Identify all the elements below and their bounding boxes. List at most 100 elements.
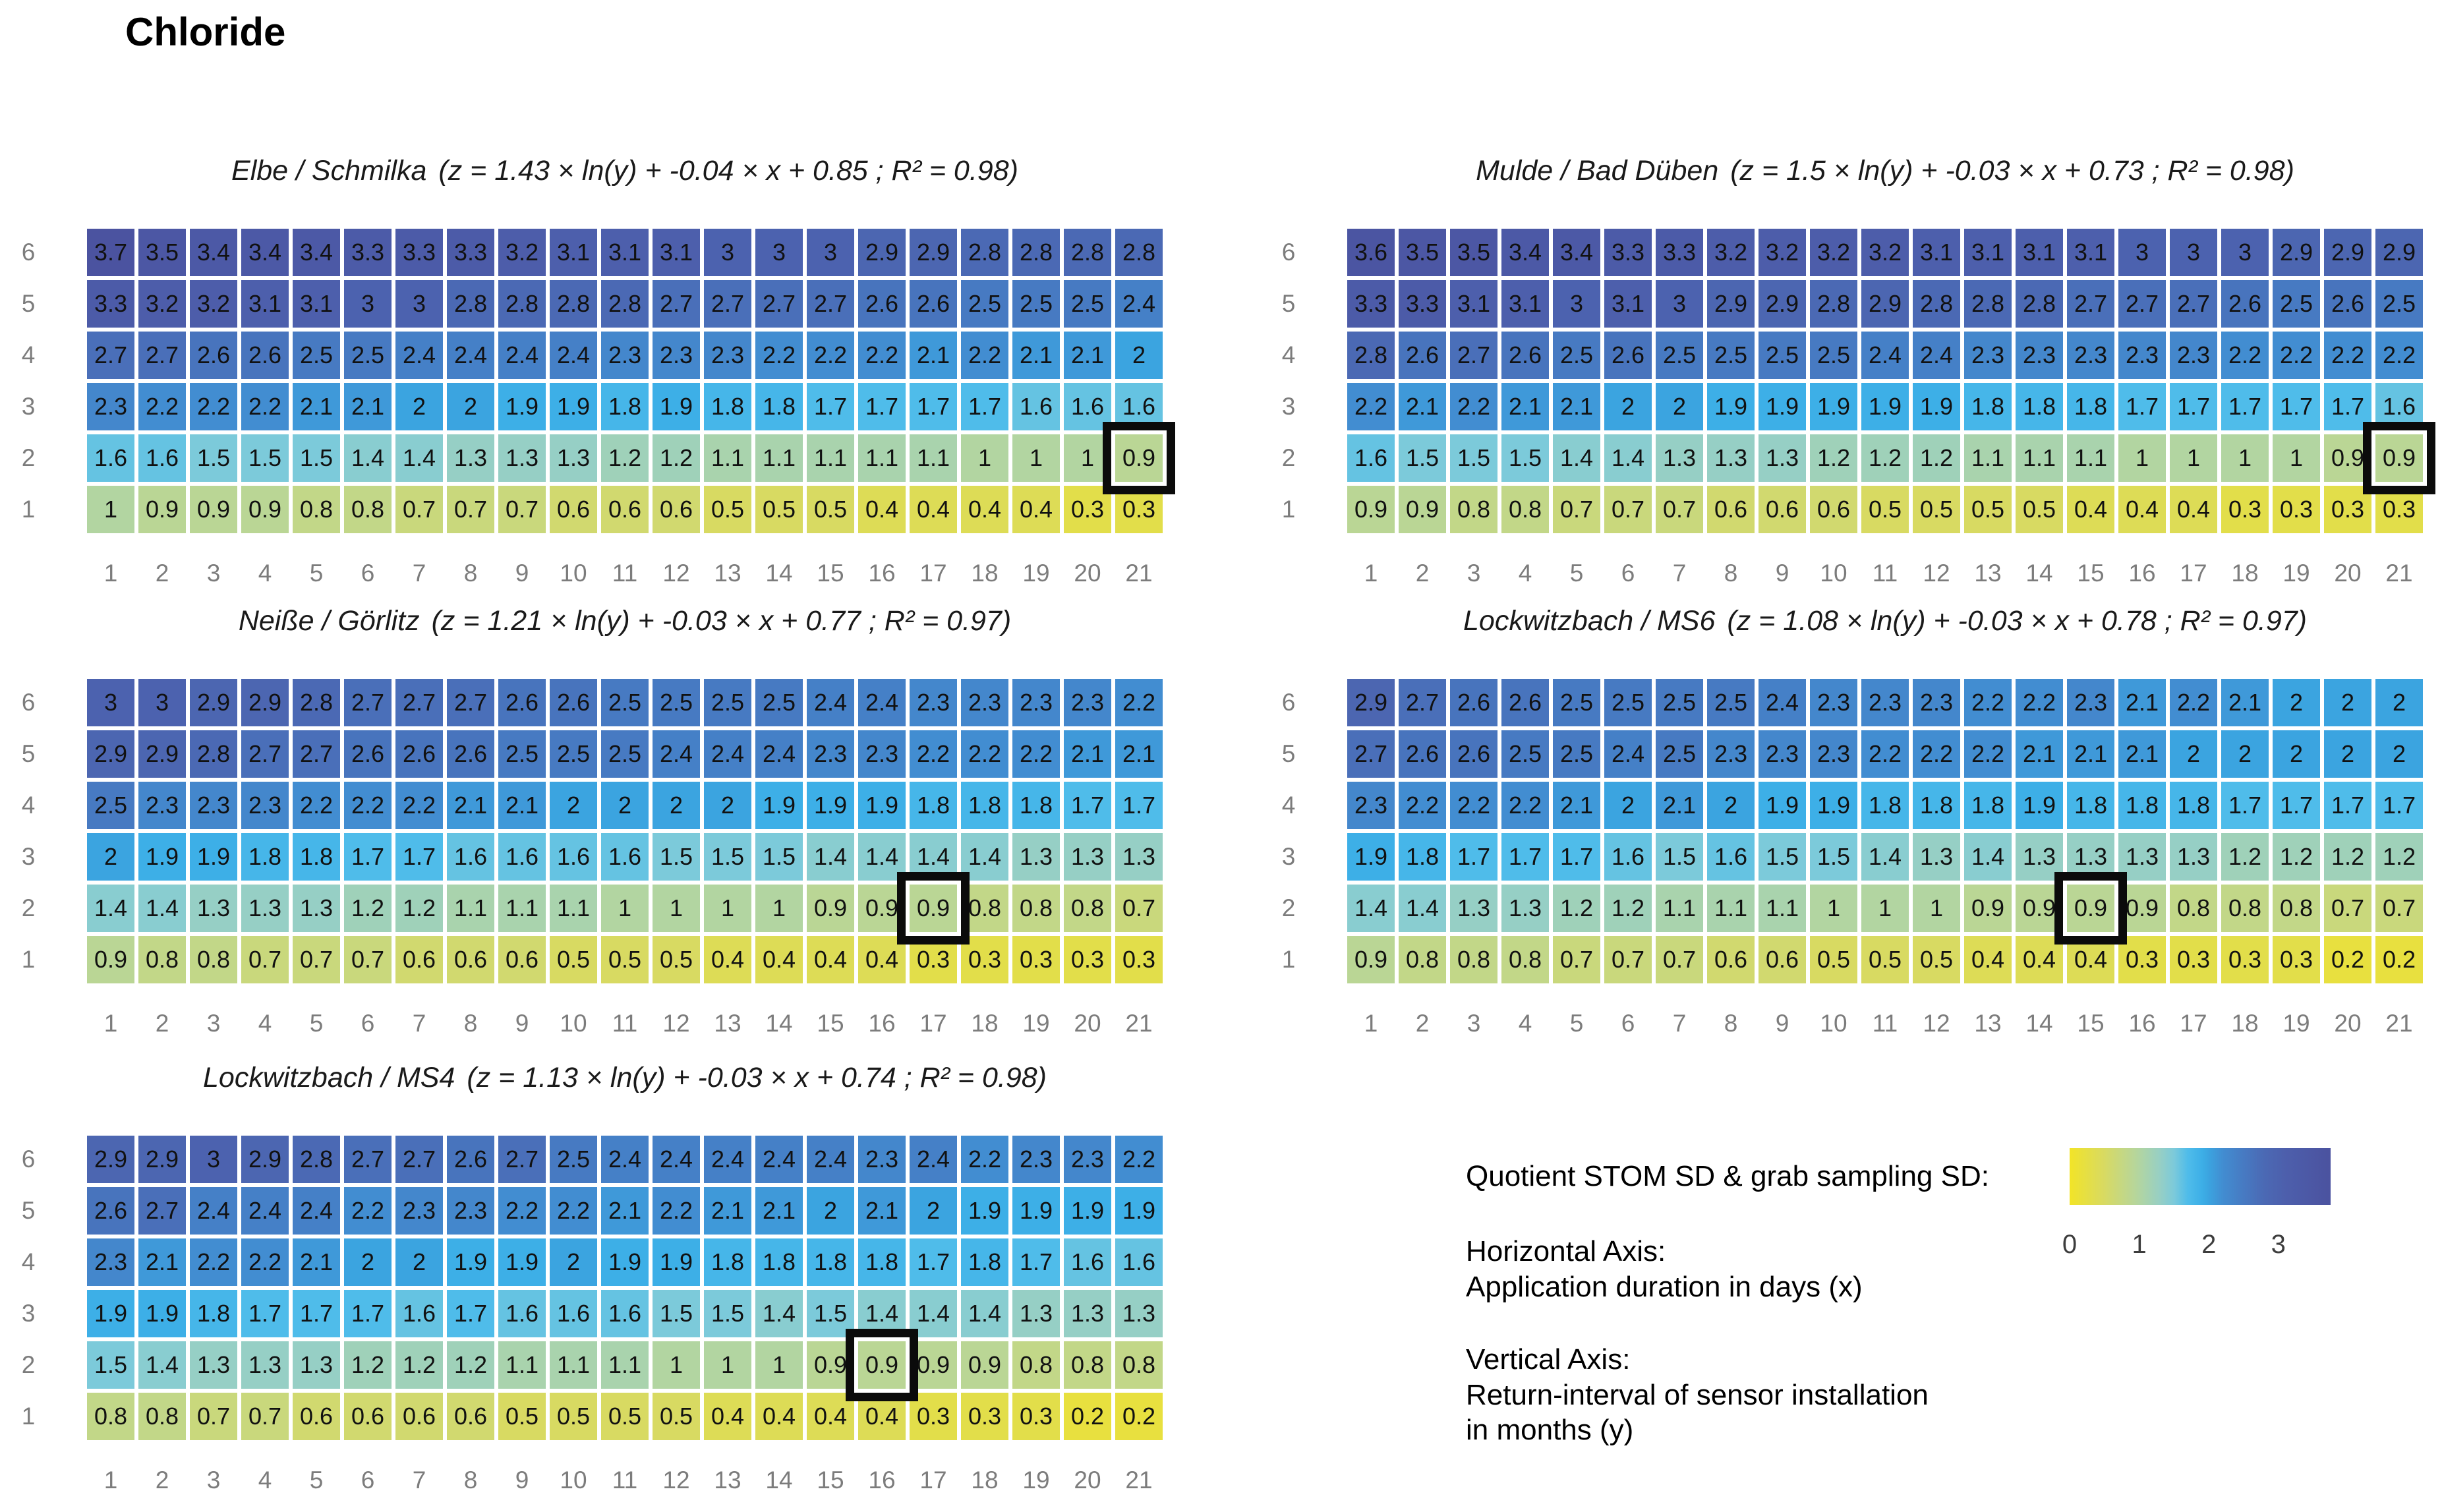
heatmap-cell: 2.2 [498,1187,546,1235]
x-tick-label: 3 [206,1010,221,1037]
panel-station-name: Lockwitzbach / MS6 [1463,605,1716,637]
panel-fit-equation: (z = 1.43 × ln(y) + -0.04 × x + 0.85 ; R… [438,155,1018,187]
heatmap-cell: 1.4 [138,1341,186,1389]
y-tick-label: 1 [21,496,36,523]
heatmap-cell: 0.5 [601,1393,649,1440]
x-tick-label: 9 [515,1467,529,1494]
heatmap-cell: 2.1 [1656,782,1703,829]
heatmap-cell: 1.4 [344,434,392,482]
heatmap-cell: 1.9 [138,1290,186,1337]
heatmap-cell: 1 [1810,885,1857,932]
heatmap-cell: 2.2 [1501,782,1549,829]
heatmap-cell: 0.5 [601,936,649,983]
heatmap-cell: 0.9 [1399,486,1446,533]
heatmap-cell: 3.4 [1501,229,1549,276]
heatmap-cell: 2.8 [961,229,1008,276]
heatmap-cell: 2.5 [1501,730,1549,778]
heatmap-cell: 2.1 [2118,730,2166,778]
heatmap-cell: 1.1 [601,1341,649,1389]
x-tick-label: 1 [1364,1010,1378,1037]
heatmap-cell: 1.2 [653,434,700,482]
x-tick-label: 11 [612,560,638,587]
heatmap-cell: 3.1 [653,229,700,276]
panel-title: Elbe / Schmilka (z = 1.43 × ln(y) + -0.04… [87,155,1163,187]
y-tick-label: 4 [1281,792,1296,819]
heatmap-cell: 1 [2221,434,2269,482]
x-tick-label: 12 [1923,560,1950,587]
y-tick-label: 4 [21,792,36,819]
heatmap-cell: 0.3 [2273,486,2320,533]
heatmap-cell: 0.5 [550,936,597,983]
heatmap-cell: 2.7 [138,1187,186,1235]
heatmap-cell: 0.9 [2118,885,2166,932]
heatmap-cell: 3 [395,280,443,328]
x-tick-label: 14 [765,1010,793,1037]
heatmap-cell: 0.5 [1964,486,2012,533]
heatmap-cell: 2 [2324,730,2371,778]
heatmap-cell: 2.7 [138,332,186,379]
heatmap-cell: 2.5 [1012,280,1060,328]
panel-title: Lockwitzbach / MS6 (z = 1.08 × ln(y) + -0… [1347,605,2423,637]
heatmap-cell: 1.5 [807,1290,854,1337]
heatmap-cell: 0.9 [807,1341,854,1389]
heatmap-cell: 1 [704,1341,751,1389]
heatmap-cell: 1.7 [910,1238,957,1286]
heatmap-cell: 1.6 [1012,383,1060,430]
heatmap-cell: 0.7 [1553,486,1600,533]
heatmap-cell: 1 [653,885,700,932]
heatmap-cell: 1.7 [1501,833,1549,881]
heatmap-cell: 2.5 [704,679,751,726]
heatmap-cell: 1 [653,1341,700,1389]
x-tick-label: 9 [1775,1010,1789,1037]
heatmap-cell: 0.3 [2375,486,2423,533]
heatmap-cell: 2.3 [87,1238,134,1286]
heatmap-cell: 1.5 [704,833,751,881]
heatmap-cell: 2.8 [1810,280,1857,328]
x-tick-label: 4 [258,1467,272,1494]
heatmap-cell: 1.4 [1347,885,1395,932]
heatmap-cell: 0.7 [1604,936,1652,983]
x-tick-label: 3 [206,1467,221,1494]
heatmap-cell: 2 [2273,730,2320,778]
heatmap-cell: 2.5 [550,730,597,778]
heatmap-cell: 2.1 [1064,332,1111,379]
heatmap-cell: 1 [1861,885,1909,932]
heatmap-cell: 1.9 [1064,1187,1111,1235]
heatmap-cell: 2.1 [1064,730,1111,778]
heatmap-cell: 2.2 [1964,730,2012,778]
heatmap-cell: 1.3 [1012,833,1060,881]
heatmap-cell: 2.9 [1347,679,1395,726]
heatmap-cell: 0.9 [910,1341,957,1389]
heatmap-cell: 0.4 [858,486,906,533]
heatmap-cell: 2.1 [2016,730,2063,778]
heatmap-cell: 1 [755,885,803,932]
heatmap-cell: 1.5 [87,1341,134,1389]
heatmap-cell: 2.1 [1553,782,1600,829]
heatmap-cell: 2.2 [344,1187,392,1235]
heatmap-cell: 2.1 [344,383,392,430]
heatmap-cell: 0.7 [241,1393,289,1440]
heatmap-cell: 1.9 [1347,833,1395,881]
heatmap-cell: 1.6 [550,1290,597,1337]
heatmap-cell: 3.4 [293,229,340,276]
heatmap-cell: 3.2 [1810,229,1857,276]
heatmap-cell: 1.9 [1810,383,1857,430]
y-tick-label: 3 [1281,393,1296,420]
heatmap-cell: 2.4 [755,730,803,778]
heatmap-cell: 1.5 [1501,434,1549,482]
heatmap-cell: 2.4 [293,1187,340,1235]
y-tick-label: 2 [21,894,36,921]
y-tick-label: 2 [1281,444,1296,471]
heatmap-cell: 0.4 [2067,486,2114,533]
heatmap-cell: 2 [550,782,597,829]
heatmap-cell: 3 [704,229,751,276]
heatmap-cell: 2.3 [653,332,700,379]
y-tick-label: 5 [1281,290,1296,317]
heatmap-cell: 2.4 [241,1187,289,1235]
heatmap-cell: 1.7 [2324,383,2371,430]
heatmap-cell: 1.3 [1501,885,1549,932]
panel-station-name: Neiße / Görlitz [238,605,420,637]
heatmap-cell: 3.3 [1604,229,1652,276]
heatmap-cell: 1.5 [1810,833,1857,881]
panel-station-name: Mulde / Bad Düben [1476,155,1719,187]
